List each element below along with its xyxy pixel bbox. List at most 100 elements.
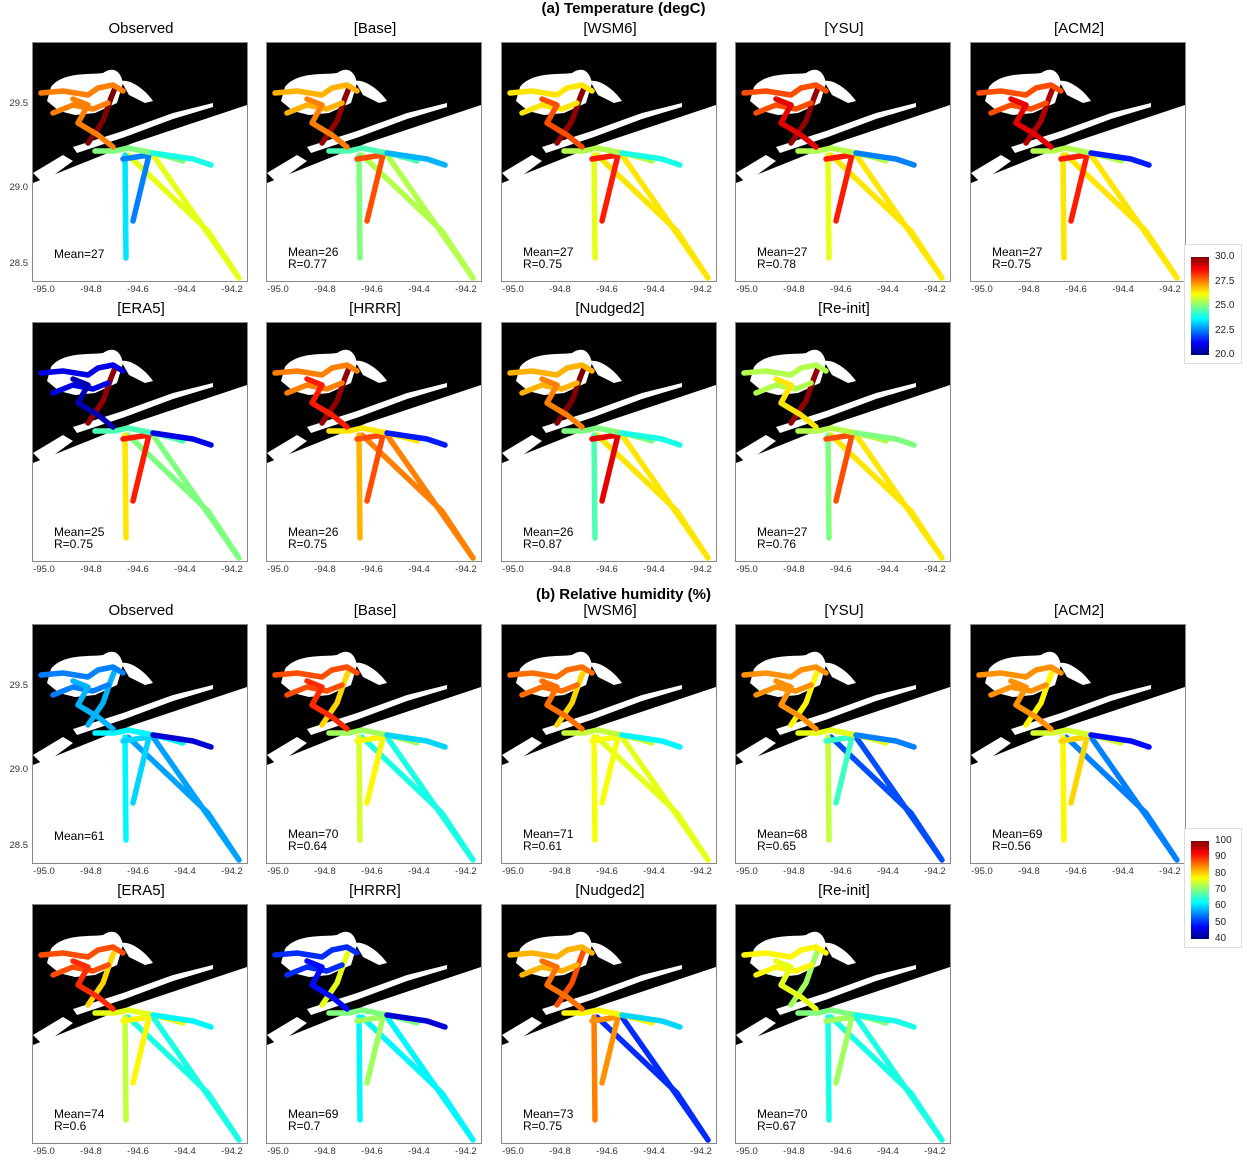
x-tick-label: -94.8 [549, 866, 571, 877]
correlation-label: R=0.77 [288, 257, 328, 271]
map-frame [501, 904, 717, 1144]
map-frame [266, 624, 482, 864]
track-offshore [1063, 734, 1180, 863]
x-tick-label: -95.0 [736, 1146, 758, 1157]
bay-water-east [824, 80, 856, 103]
coastal-lagoon-west [736, 737, 776, 765]
bay-water-east [1059, 80, 1091, 103]
x-tick-label: -94.8 [783, 284, 805, 295]
coastal-lagoon-west [736, 435, 776, 463]
x-tick-label: -94.2 [924, 866, 946, 877]
x-tick-label: -94.2 [690, 866, 712, 877]
panel-title: [YSU] [824, 602, 864, 619]
x-tick-label: -94.4 [877, 564, 899, 575]
x-tick-label: -94.4 [408, 564, 430, 575]
track-bay [272, 362, 360, 396]
map-frame [32, 904, 248, 1144]
panel-temperature-observed: Observed Mean=27 -95.0 -94.8 -94.6 -94.4 -94.2… [10, 20, 267, 300]
track-south [122, 1014, 129, 1123]
x-tick-label: -94.2 [455, 284, 477, 295]
x-tick-label: -94.6 [596, 866, 618, 877]
x-tick-label: -94.2 [221, 564, 243, 575]
correlation-label: R=0.75 [992, 257, 1032, 271]
mean-label: Mean=74 [54, 1107, 105, 1121]
mean-label: Mean=27 [54, 247, 105, 261]
map-frame [32, 42, 248, 282]
track-south [825, 1014, 832, 1123]
panel-stats: Mean=27 R=0.78 [757, 246, 807, 270]
map-canvas [502, 905, 716, 1143]
track-northwest [304, 958, 350, 1012]
track-northwest [70, 376, 116, 430]
track-bay [976, 664, 1064, 698]
panel-title: Observed [108, 20, 174, 37]
x-tick-label: -95.0 [33, 284, 55, 295]
track-offshore [828, 1014, 945, 1143]
track-east [853, 430, 917, 448]
x-tick-label: -94.8 [549, 284, 571, 295]
y-tick-label: 29.5 [9, 98, 29, 109]
mean-label: Mean=26 [288, 245, 339, 259]
correlation-label: R=0.6 [54, 1119, 87, 1133]
x-tick-label: -94.2 [690, 564, 712, 575]
track-east [384, 150, 448, 168]
panel-humidity-acm2: [ACM2] Mean=69 R=0.56 -95.0 -94.8 -94.6 -94.4 -… [970, 602, 1205, 882]
track-northwest [1008, 96, 1054, 150]
legend-label: 40 [1215, 933, 1227, 944]
x-tick-label: -95.0 [502, 1146, 524, 1157]
track-south [591, 152, 598, 261]
x-tick-label: -94.2 [924, 1146, 946, 1157]
panel-temperature-base: [Base] Mean=26 R=0.77 -95.0 -94.8 -94.6 -94.4 -… [266, 20, 501, 300]
coastal-lagoon-west [33, 155, 73, 183]
x-tick-label: -94.4 [643, 284, 665, 295]
legend-label: 20.0 [1215, 349, 1235, 360]
x-tick-label: -94.2 [455, 564, 477, 575]
x-tick-label: -94.2 [455, 1146, 477, 1157]
x-tick-label: -94.4 [643, 564, 665, 575]
panel-temperature-era5: [ERA5] Mean=25 R=0.75 -95.0 -94.8 -94.6 -94.4 -… [32, 300, 267, 580]
mean-label: Mean=25 [54, 525, 105, 539]
legend-label: 100 [1215, 835, 1232, 846]
x-tick-label: -94.6 [830, 1146, 852, 1157]
x-tick-label: -94.4 [877, 284, 899, 295]
panel-stats: Mean=27 R=0.75 [992, 246, 1042, 270]
map-frame [266, 322, 482, 562]
legend-label: 50 [1215, 916, 1227, 928]
track-south [1060, 734, 1067, 843]
track-east [1088, 150, 1152, 168]
track-bay [38, 82, 126, 116]
x-tick-label: -94.6 [361, 564, 383, 575]
coastal-lagoon-west [33, 737, 73, 765]
x-tick-label: -94.6 [830, 284, 852, 295]
panel-stats: Mean=61 [54, 830, 104, 842]
x-tick-label: -95.0 [971, 866, 993, 877]
track-offshore [1063, 152, 1180, 281]
track-northwest [539, 376, 585, 430]
y-tick-label: 28.5 [9, 258, 29, 269]
x-tick-label: -95.0 [267, 284, 289, 295]
track-northwest [304, 678, 350, 732]
track-offshore [359, 432, 476, 561]
map-canvas [33, 905, 247, 1143]
legend-label: 22.5 [1215, 324, 1235, 336]
mean-label: Mean=27 [757, 525, 808, 539]
legend-label: 25.0 [1215, 300, 1235, 311]
coastal-lagoon-west [502, 1017, 542, 1045]
track-offshore [594, 1014, 711, 1143]
track-bay [507, 664, 595, 698]
x-tick-label: -94.6 [1065, 866, 1087, 877]
track-south [591, 432, 598, 541]
map-canvas [736, 625, 950, 863]
x-tick-label: -94.8 [549, 1146, 571, 1157]
bay-water-east [121, 360, 153, 383]
panel-title: [YSU] [824, 20, 864, 37]
panel-humidity-era5: [ERA5] Mean=74 R=0.6 -95.0 -94.8 -94.6 -94.4 -9… [32, 882, 267, 1162]
correlation-label: R=0.65 [757, 839, 797, 853]
x-tick-label: -94.8 [80, 866, 102, 877]
bay-water-east [824, 662, 856, 685]
map-frame [735, 624, 951, 864]
panel-humidity-wsm6: [WSM6] Mean=71 R=0.61 -95.0 -94.8 -94.6 -94.4 -… [501, 602, 736, 882]
x-tick-label: -94.6 [361, 1146, 383, 1157]
map-canvas [736, 323, 950, 561]
track-offshore [828, 152, 945, 281]
